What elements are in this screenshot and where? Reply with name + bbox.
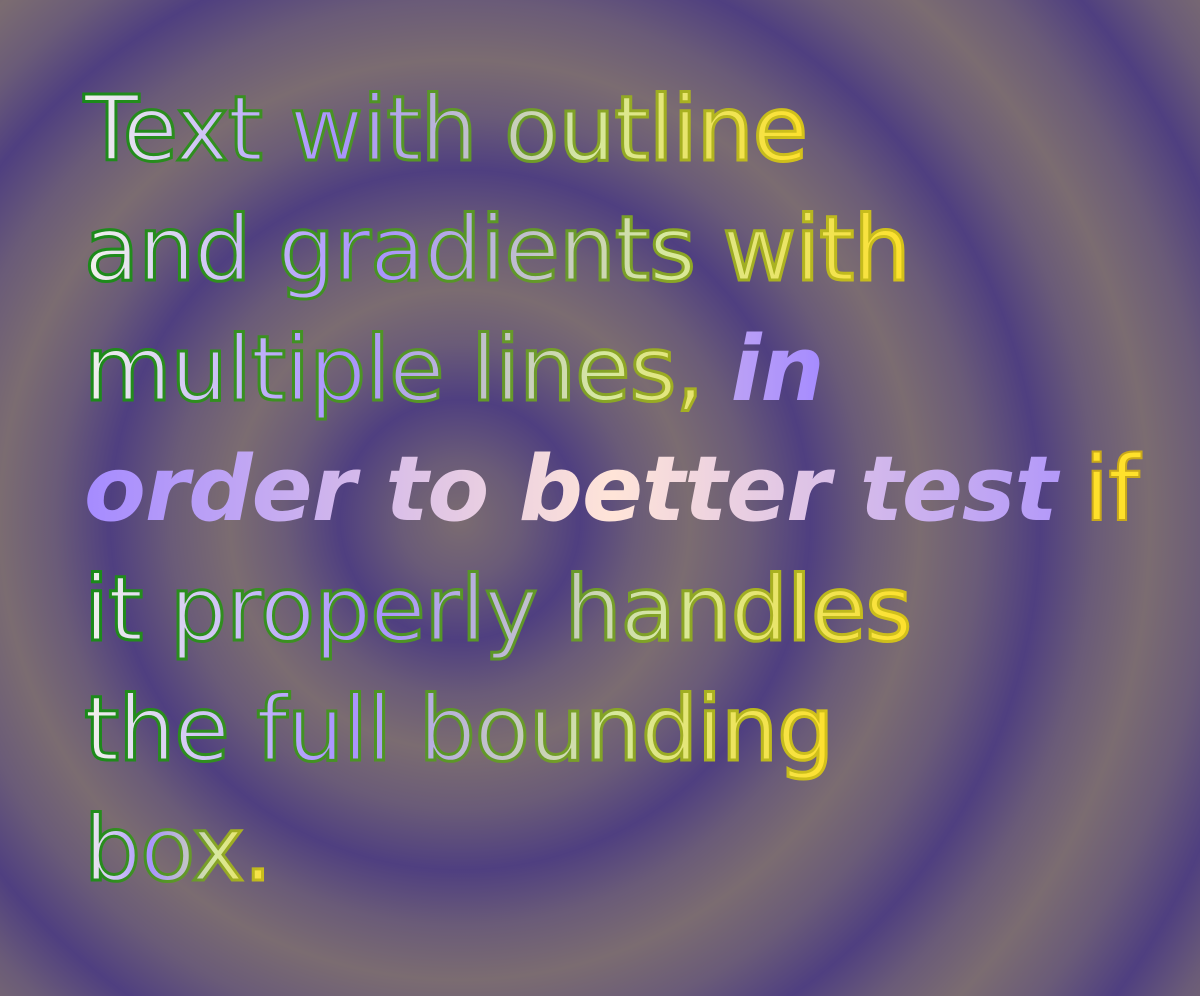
text-line-3-plain: multiple lines,: [84, 317, 731, 422]
text-line-4: order to better test if: [84, 437, 1142, 542]
text-line-3-emphasis: in: [731, 317, 824, 422]
text-line-1: Text with outline: [83, 77, 807, 182]
text-line-4-emphasis: order to better test: [84, 437, 1060, 542]
text-line-3: multiple lines, in: [84, 317, 824, 422]
text-line-5: it properly handles: [84, 557, 911, 662]
text-line-7: box.: [84, 797, 271, 902]
text-line-2: and gradients with: [84, 197, 910, 302]
text-line-4-plain: if: [1057, 437, 1143, 542]
text-line-6: the full bounding: [84, 677, 833, 782]
